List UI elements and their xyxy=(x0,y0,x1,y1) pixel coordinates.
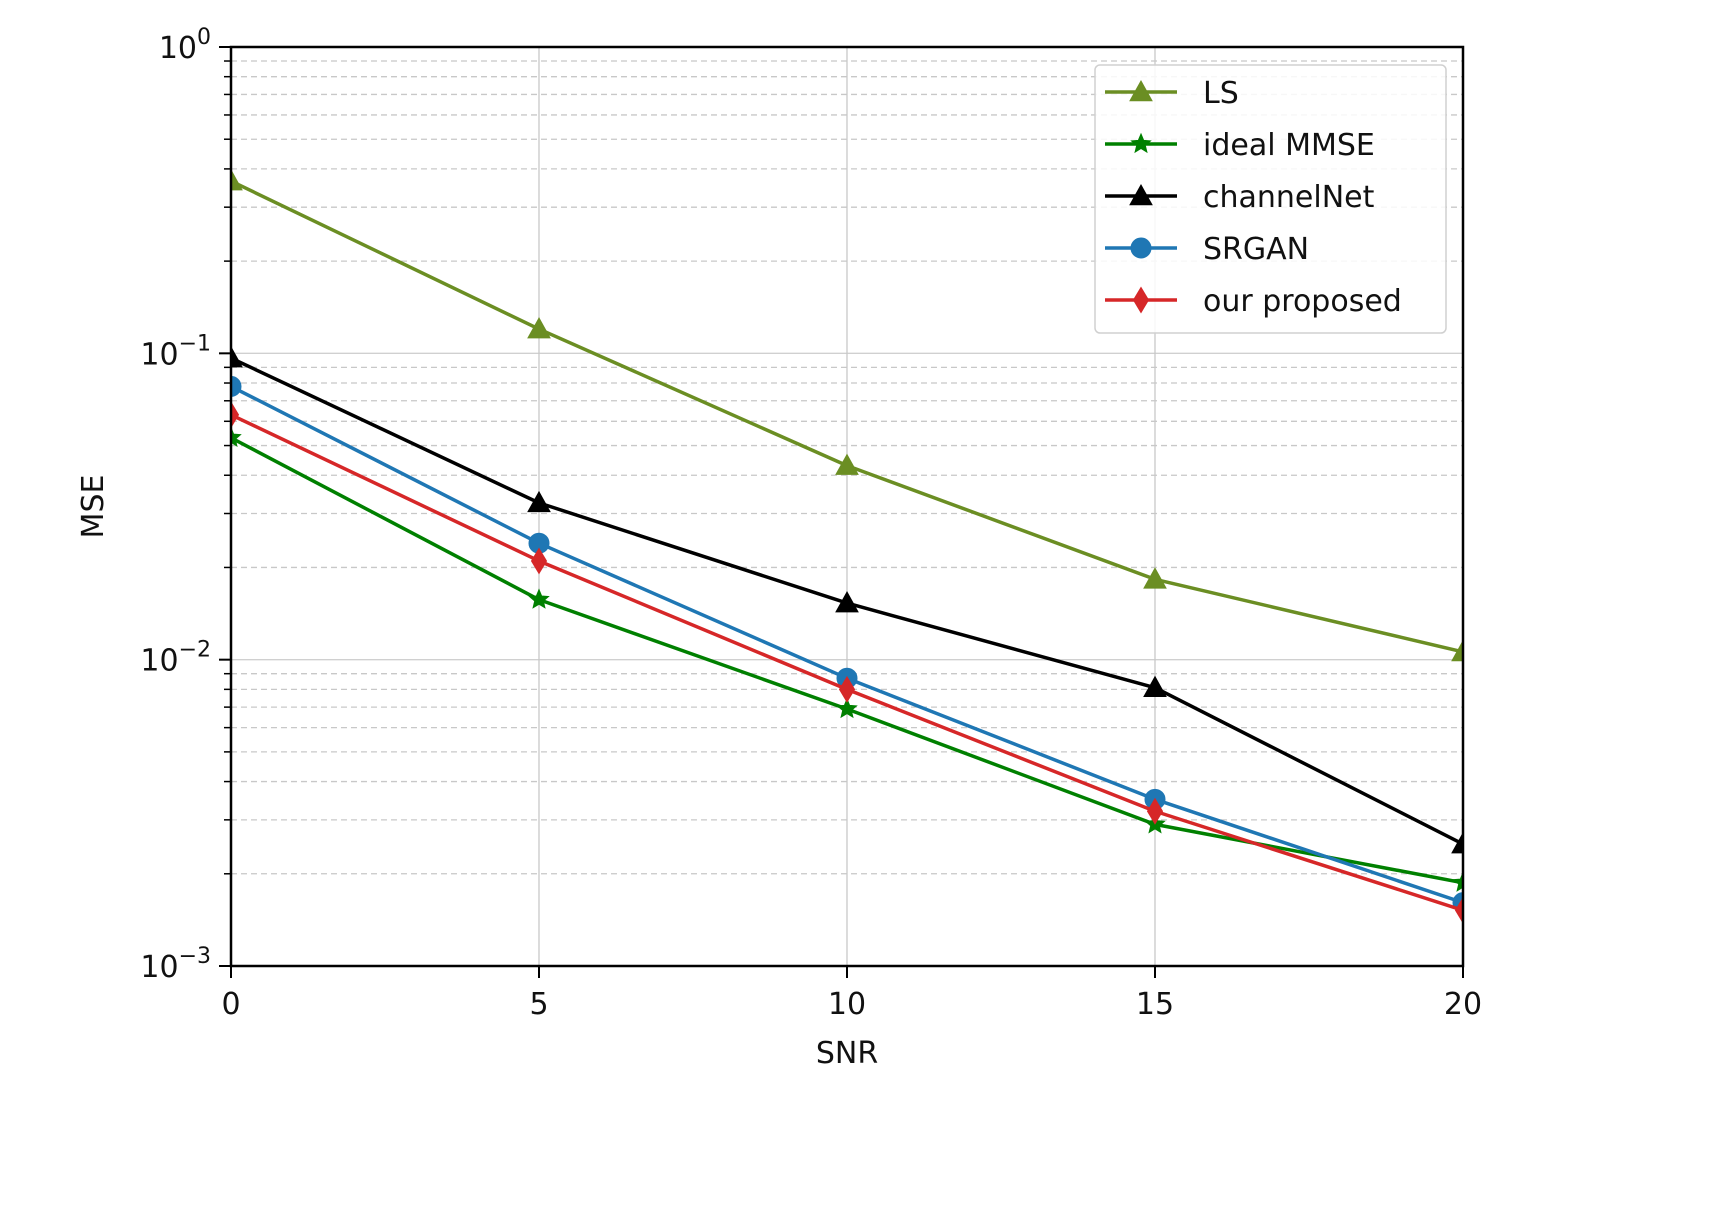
x-tick-label: 20 xyxy=(1444,987,1482,1022)
legend-label: LS xyxy=(1203,76,1239,111)
circle-marker-icon xyxy=(231,375,242,397)
legend-item: channelNet xyxy=(1105,180,1375,215)
x-tick-label: 0 xyxy=(221,987,240,1022)
series-our-proposed xyxy=(231,401,1463,924)
circle-marker-icon xyxy=(1130,237,1152,259)
x-tick-label: 15 xyxy=(1136,987,1174,1022)
triangle-up-marker-icon xyxy=(1451,832,1463,854)
diamond-marker-icon xyxy=(1146,797,1164,825)
triangle-up-marker-icon xyxy=(1143,567,1167,589)
y-tick-label: 10−1 xyxy=(140,331,211,372)
triangle-up-marker-icon xyxy=(1129,79,1153,102)
triangle-up-marker-icon xyxy=(231,346,243,368)
legend-label: our proposed xyxy=(1203,284,1402,319)
legend: LS ideal MMSE channelNet SRGAN our proposed xyxy=(1094,64,1447,334)
legend-box xyxy=(1094,64,1447,334)
y-tick-label: 10−2 xyxy=(140,638,211,679)
y-tick-label: 10−3 xyxy=(140,944,211,985)
diamond-marker-icon xyxy=(231,401,240,429)
axis-ticks: 100 10−1 10−2 10−3 0 5 10 15 20 xyxy=(140,25,1482,1022)
diamond-marker-icon xyxy=(530,547,548,575)
triangle-up-marker-icon xyxy=(835,453,859,475)
triangle-up-marker-icon xyxy=(1129,183,1153,206)
diamond-marker-icon xyxy=(838,675,856,703)
x-tick-label: 10 xyxy=(828,987,866,1022)
legend-item: our proposed xyxy=(1105,284,1402,319)
series-channelnet xyxy=(231,346,1463,854)
star-marker-icon xyxy=(528,588,550,609)
star-marker-icon xyxy=(231,426,242,447)
triangle-up-marker-icon xyxy=(835,591,859,613)
legend-label: SRGAN xyxy=(1203,232,1309,267)
series-ls xyxy=(231,169,1463,662)
diamond-marker-icon xyxy=(1454,896,1463,924)
triangle-up-marker-icon xyxy=(231,169,243,191)
x-tick-label: 5 xyxy=(529,987,548,1022)
y-tick-label: 100 xyxy=(159,25,211,66)
star-marker-icon xyxy=(836,697,858,719)
triangle-up-marker-icon xyxy=(527,317,551,339)
legend-label: channelNet xyxy=(1203,180,1375,215)
star-marker-icon xyxy=(1130,132,1152,154)
legend-label: ideal MMSE xyxy=(1203,128,1375,163)
triangle-up-marker-icon xyxy=(1143,675,1167,698)
legend-item: SRGAN xyxy=(1105,232,1309,267)
diamond-marker-icon xyxy=(1132,286,1150,314)
star-marker-icon xyxy=(1452,871,1463,892)
data-series xyxy=(231,169,1463,924)
legend-item: LS xyxy=(1105,76,1239,111)
y-axis-label: MSE xyxy=(76,475,111,539)
legend-item: ideal MMSE xyxy=(1105,128,1375,163)
triangle-up-marker-icon xyxy=(527,490,551,513)
x-axis-label: SNR xyxy=(816,1036,878,1071)
triangle-up-marker-icon xyxy=(1451,639,1463,662)
